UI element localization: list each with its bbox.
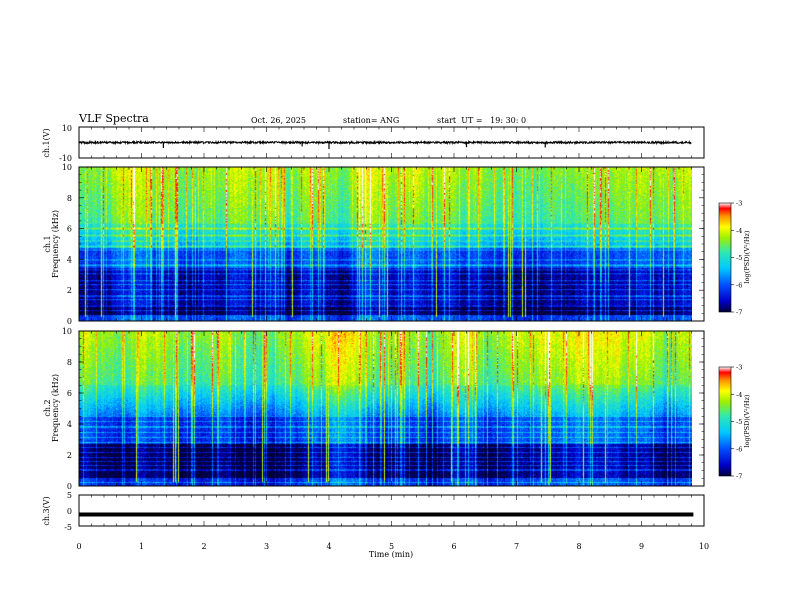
frequency-tick-label: 8 <box>67 358 72 367</box>
frequency-tick-label: 8 <box>67 194 72 203</box>
frequency-tick-label: 6 <box>67 389 72 398</box>
frequency-tick-label: 6 <box>67 225 72 234</box>
colorbar-tick-label: -5 <box>736 254 742 262</box>
ch2-colorbar-ticks: -3 -4 -5 -6 -7 <box>731 364 742 481</box>
ch2-colorbar-gradient <box>718 366 732 477</box>
colorbar-tick-label: -6 <box>736 281 742 289</box>
ch1-spectrogram-image <box>79 167 692 321</box>
frequency-tick-label: 0 <box>67 482 72 491</box>
ch1-channel-label: ch.1 <box>43 235 52 252</box>
ch1-time-ticks <box>78 127 705 158</box>
time-tick-label: 10 <box>699 542 709 551</box>
ch1-colorbar: -3 -4 -5 -6 -7 log(PSD)(V²/Hz) <box>718 200 751 317</box>
frequency-tick-label: 10 <box>62 327 72 336</box>
time-tick-label: 7 <box>514 542 519 551</box>
start-time-label: start UT = 19: 30: 0 <box>437 116 526 125</box>
colorbar-tick-label: -5 <box>736 418 742 426</box>
date-label: Oct. 26, 2025 <box>251 116 306 125</box>
ch3-ytick-max: 5 <box>67 491 72 500</box>
time-tick-label: 9 <box>639 542 644 551</box>
ch1-frequency-ticks: 0 2 4 6 8 10 <box>62 163 704 326</box>
time-tick-label: 5 <box>389 542 394 551</box>
figure-title: VLF Spectra <box>78 112 149 125</box>
ch2-spectrogram-panel: 0 2 4 6 8 10 ch.2 Frequency (kHz) -3 -4 -5 -6 -7 … <box>43 327 751 491</box>
time-axis-label: Time (min) <box>369 550 413 559</box>
ch2-spectrogram-image <box>79 331 692 486</box>
colorbar-tick-label: -3 <box>736 200 742 208</box>
ch3-waveform-ylabel: ch.3(V) <box>42 496 51 525</box>
frequency-tick-label: 0 <box>67 317 72 326</box>
frequency-tick-label: 10 <box>62 163 72 172</box>
ch1-frequency-axis-label: Frequency (kHz) <box>51 210 60 278</box>
colorbar-tick-label: -3 <box>736 364 742 372</box>
frequency-tick-label: 4 <box>67 420 72 429</box>
ch2-channel-label: ch.2 <box>43 399 52 416</box>
ch2-frequency-axis-label: Frequency (kHz) <box>51 374 60 442</box>
colorbar-tick-label: -4 <box>736 227 742 235</box>
time-tick-label: 6 <box>451 542 456 551</box>
time-axis-tick-labels: 0 1 2 3 4 5 6 7 8 9 10 <box>76 542 709 551</box>
ch1-spectrogram-time-ticks <box>78 167 705 321</box>
frequency-tick-label: 2 <box>67 451 72 460</box>
ch1-spike-group <box>162 142 546 150</box>
ch3-ytick-min: -5 <box>64 523 72 532</box>
time-tick-label: 4 <box>326 542 331 551</box>
ch1-colorbar-label: log(PSD)(V²/Hz) <box>743 230 751 283</box>
ch1-waveform-trace <box>78 139 692 146</box>
ch2-frequency-ticks: 0 2 4 6 8 10 <box>62 327 704 491</box>
ch2-colorbar-label: log(PSD)(V²/Hz) <box>743 394 751 447</box>
ch3-time-ticks <box>78 495 705 526</box>
colorbar-tick-label: -6 <box>736 445 742 453</box>
time-tick-label: 0 <box>76 542 81 551</box>
colorbar-tick-label: -7 <box>736 473 742 481</box>
ch1-colorbar-gradient <box>718 202 732 313</box>
ch3-ytick-zero: 0 <box>67 507 72 516</box>
time-tick-label: 3 <box>264 542 269 551</box>
colorbar-tick-label: -4 <box>736 391 742 399</box>
ch2-colorbar: -3 -4 -5 -6 -7 log(PSD)(V²/Hz) <box>718 364 751 481</box>
time-tick-label: 1 <box>139 542 144 551</box>
frequency-tick-label: 4 <box>67 255 72 264</box>
frequency-tick-label: 2 <box>67 286 72 295</box>
ch3-waveform-panel: 5 0 -5 ch.3(V) 0 1 2 3 4 5 6 7 8 9 10 Time (min) <box>42 491 709 559</box>
ch2-spectrogram-time-ticks <box>78 331 705 486</box>
ch3-waveform-background <box>79 495 704 526</box>
time-tick-label: 8 <box>576 542 581 551</box>
station-label: station= ANG <box>343 116 399 125</box>
colorbar-tick-label: -7 <box>736 309 742 317</box>
ch1-waveform-panel: 10 -10 ch.1(V) <box>42 124 705 163</box>
ch1-ytick-max: 10 <box>62 124 72 133</box>
ch1-spectrogram-panel: 0 2 4 6 8 10 ch.1 Frequency (kHz) -3 -4 -5 -6 -7 … <box>43 163 751 326</box>
figure-header: VLF Spectra Oct. 26, 2025 station= ANG s… <box>78 112 526 125</box>
ch1-colorbar-ticks: -3 -4 -5 -6 -7 <box>731 200 742 317</box>
time-tick-label: 2 <box>201 542 206 551</box>
ch1-ytick-min: -10 <box>59 154 72 163</box>
ch1-waveform-ylabel: ch.1(V) <box>42 128 51 157</box>
